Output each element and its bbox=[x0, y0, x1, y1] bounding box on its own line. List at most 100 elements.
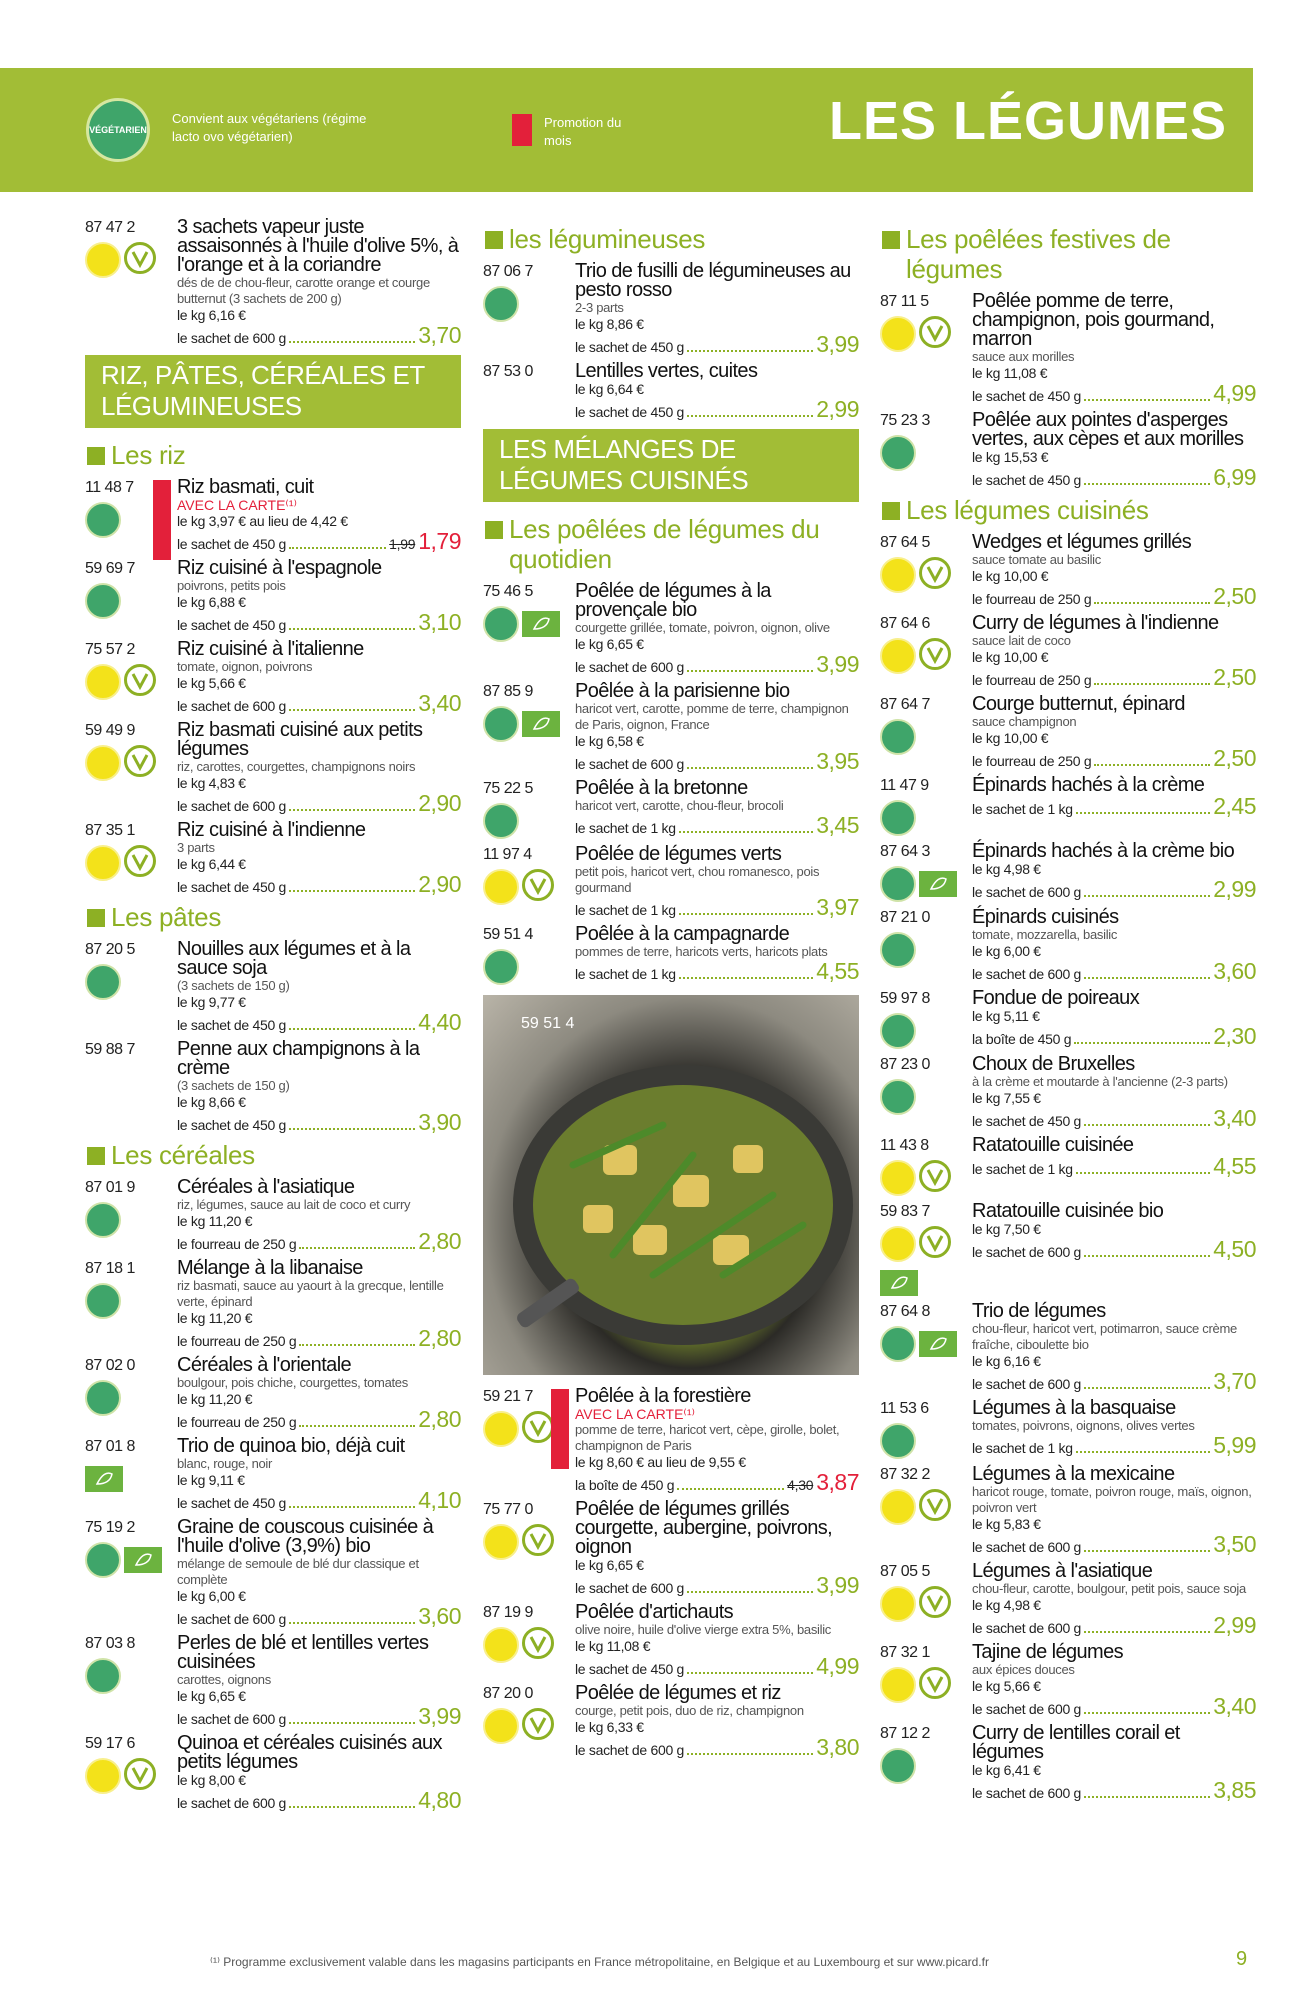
organic-badge bbox=[522, 611, 560, 637]
product-code: 87 64 3 bbox=[880, 843, 930, 860]
product-info: 3 sachets vapeur juste assaisonnés à l'h… bbox=[177, 218, 461, 347]
price-row: le sachet de 450 g 4,10 bbox=[177, 1489, 461, 1512]
unit-price: le kg 6,33 € bbox=[575, 1719, 644, 1735]
product-code: 87 20 5 bbox=[85, 941, 135, 958]
product-description: poivrons, petits pois bbox=[177, 578, 286, 593]
unit-price: le kg 6,65 € bbox=[177, 1688, 246, 1704]
vegetal-badge bbox=[880, 638, 916, 674]
leader-dots bbox=[289, 1722, 416, 1724]
product: 87 47 2 3 sachets vapeur juste assaisonné… bbox=[85, 218, 461, 347]
vegetarian-badge bbox=[85, 1283, 121, 1319]
leader-dots bbox=[289, 890, 416, 892]
vegan-icon bbox=[529, 1420, 547, 1438]
price-row: la boîte de 450 g 2,30 bbox=[972, 1025, 1256, 1048]
leader-dots bbox=[299, 1425, 416, 1427]
vegetal-badge bbox=[483, 1708, 519, 1744]
product-name: Riz basmati cuisiné aux petits légumes bbox=[177, 719, 423, 760]
price: 2,99 bbox=[1213, 876, 1256, 902]
badges bbox=[483, 286, 575, 322]
pack-size: le sachet de 450 g bbox=[575, 404, 685, 420]
pack-size: le sachet de 600 g bbox=[972, 1376, 1082, 1392]
product-info: Poêlée de légumes et riz courge, petit po… bbox=[575, 1682, 859, 1759]
product-description: 3 parts bbox=[177, 840, 215, 855]
vegetarian-badge bbox=[85, 1542, 121, 1578]
section-heading: Les légumes cuisinés bbox=[880, 495, 1256, 525]
product: 59 21 7 Poêlée à la forestière AVEC LA CAR… bbox=[483, 1386, 859, 1494]
product-code: 87 85 9 bbox=[483, 683, 533, 700]
product-meta: 75 22 5 bbox=[483, 779, 575, 839]
product-name: Poêlée de légumes et riz bbox=[575, 1682, 781, 1704]
product-description: haricot rouge, tomate, poivron rouge, ma… bbox=[972, 1484, 1252, 1515]
price-row: le fourreau de 250 g 2,50 bbox=[972, 585, 1256, 608]
product-meta: 87 06 7 bbox=[483, 262, 575, 356]
product: 11 43 8 Ratatouille cuisinée le sachet de … bbox=[880, 1135, 1256, 1196]
vegetarian-badge bbox=[880, 435, 916, 471]
organic-badge bbox=[919, 1331, 957, 1357]
product-name: Riz basmati, cuit bbox=[177, 476, 314, 498]
vegan-badge bbox=[919, 557, 951, 589]
badges bbox=[85, 1461, 177, 1492]
product-code: 75 46 5 bbox=[483, 583, 533, 600]
unit-price: le kg 6,41 € bbox=[972, 1762, 1041, 1778]
badges bbox=[85, 845, 177, 881]
unit-price: le kg 10,00 € bbox=[972, 730, 1049, 746]
price: 2,80 bbox=[418, 1325, 461, 1351]
leader-dots bbox=[289, 341, 416, 343]
section-banner: RIZ, PÂTES, CÉRÉALES ET LÉGUMINEUSES bbox=[85, 355, 461, 428]
unit-price: le kg 6,65 € bbox=[575, 636, 644, 652]
product-code: 11 97 4 bbox=[483, 846, 532, 863]
product-meta: 87 21 0 bbox=[880, 908, 972, 983]
vegetarian-badge bbox=[880, 932, 916, 968]
product-info: Tajine de légumes aux épices douces le kg … bbox=[972, 1642, 1256, 1718]
badges bbox=[880, 1160, 972, 1196]
badges bbox=[880, 1748, 972, 1784]
price: 3,60 bbox=[418, 1603, 461, 1629]
product-meta: 87 35 1 bbox=[85, 821, 177, 896]
price-row: le sachet de 600 g 2,90 bbox=[177, 792, 461, 815]
badges bbox=[85, 1202, 177, 1238]
unit-price: le kg 6,88 € bbox=[177, 594, 246, 610]
price-row: le fourreau de 250 g 2,50 bbox=[972, 666, 1256, 689]
badges bbox=[880, 1013, 972, 1049]
product-code: 11 53 6 bbox=[880, 1400, 929, 1417]
product-name: Curry de lentilles corail et légumes bbox=[972, 1722, 1180, 1763]
vegan-badge bbox=[919, 1489, 951, 1521]
product-meta: 87 11 5 bbox=[880, 292, 972, 405]
product-code: 11 48 7 bbox=[85, 479, 134, 496]
badges bbox=[85, 1758, 177, 1794]
product: 59 88 7 Penne aux champignons à la crème(… bbox=[85, 1039, 461, 1134]
price: 3,45 bbox=[816, 812, 859, 838]
product: 87 02 0 Céréales à l'orientale boulgour, p… bbox=[85, 1355, 461, 1431]
badges bbox=[880, 800, 972, 836]
pack-size: le sachet de 450 g bbox=[575, 1661, 685, 1677]
price-row: le sachet de 1 kg 3,97 bbox=[575, 896, 859, 919]
product-name: Poêlée à la parisienne bio bbox=[575, 680, 790, 702]
product-meta: 59 97 8 bbox=[880, 989, 972, 1049]
product-description: riz basmati, sauce au yaourt à la grecqu… bbox=[177, 1278, 444, 1309]
pack-size: le fourreau de 250 g bbox=[972, 753, 1092, 769]
price-row: le sachet de 600 g 3,99 bbox=[177, 1705, 461, 1728]
product-meta: 87 01 8 bbox=[85, 1437, 177, 1512]
vegan-badge bbox=[124, 845, 156, 877]
pack-size: le sachet de 1 kg bbox=[575, 902, 676, 918]
product: 87 64 6 Curry de légumes à l'indienne sauc… bbox=[880, 613, 1256, 689]
product-name: Choux de Bruxelles bbox=[972, 1053, 1135, 1075]
badges bbox=[880, 557, 972, 593]
product-description: chou-fleur, carotte, boulgour, petit poi… bbox=[972, 1581, 1246, 1596]
price: 2,99 bbox=[816, 396, 859, 422]
product-code: 75 57 2 bbox=[85, 641, 135, 658]
vegan-badge bbox=[124, 664, 156, 696]
price: 4,99 bbox=[1213, 380, 1256, 406]
product-meta: 87 53 0 bbox=[483, 362, 575, 421]
vegetal-badge bbox=[85, 242, 121, 278]
price-row: le sachet de 600 g 2,99 bbox=[972, 878, 1256, 901]
badges bbox=[880, 1226, 972, 1296]
price: 4,99 bbox=[816, 1653, 859, 1679]
vegan-icon bbox=[926, 325, 944, 343]
price-row: le sachet de 600 g 3,70 bbox=[177, 324, 461, 347]
vegan-badge bbox=[919, 316, 951, 348]
product-info: Riz cuisiné à l'italienne tomate, oignon,… bbox=[177, 639, 461, 715]
product-name: Poêlée aux pointes d'asperges vertes, au… bbox=[972, 409, 1244, 450]
product-meta: 87 32 1 bbox=[880, 1643, 972, 1718]
product-info: Quinoa et céréales cuisinés aux petits l… bbox=[177, 1733, 461, 1812]
